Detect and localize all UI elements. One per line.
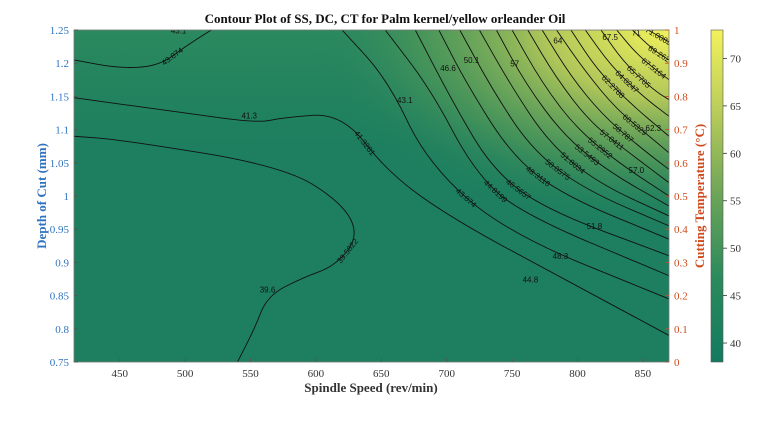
contour-annotation: 71	[632, 28, 641, 37]
right-tick-label: 0.4	[674, 224, 688, 236]
heat-overlay	[74, 30, 669, 362]
x-tick-label: 650	[373, 368, 390, 380]
contour-annotation: 41.3	[241, 111, 257, 120]
contour-annotation: 50.1	[464, 56, 480, 65]
y-tick-label: 1.2	[55, 58, 69, 70]
x-tick-label: 750	[504, 368, 521, 380]
contour-line	[438, 30, 669, 240]
colorbar-tick-label: 65	[730, 101, 742, 113]
colorbar-tick-label: 70	[730, 53, 742, 65]
right-tick-label: 1	[674, 25, 680, 37]
right-tick-label: 0	[674, 357, 680, 369]
contour-line	[74, 135, 355, 362]
colorbar-ticks: 40 45 50 55 60 65 70	[723, 53, 742, 350]
contour-annotation: 43.1	[171, 26, 187, 35]
y-tick-label: 0.95	[50, 224, 70, 236]
x-axis-label: Spindle Speed (rev/min)	[304, 380, 437, 395]
chart-title: Contour Plot of SS, DC, CT for Palm kern…	[205, 11, 566, 26]
y-tick-label: 0.85	[50, 291, 70, 303]
contour-annotation: 51.8	[587, 222, 603, 231]
contour-line	[414, 30, 669, 257]
contour-line	[632, 30, 669, 61]
y-tick-label: 1.15	[50, 91, 70, 103]
right-tick-label: 0.2	[674, 291, 688, 303]
y-tick-label: 0.75	[50, 357, 70, 369]
y-tick-label: 1.05	[50, 158, 70, 170]
contour-annotation: 39.6	[260, 285, 276, 294]
y-tick-label: 0.8	[55, 324, 69, 336]
colorbar-tick-label: 50	[730, 243, 742, 255]
contour-annotation: 48.3	[553, 252, 569, 261]
contour-line	[74, 30, 212, 68]
contour-line	[495, 30, 669, 207]
contour-line	[341, 30, 669, 300]
x-tick-label: 500	[177, 368, 194, 380]
colorbar-label: Cutting Temperature (°C)	[692, 124, 707, 268]
contour-line	[570, 30, 669, 137]
contour-annotation: 44.8	[523, 275, 539, 284]
colorbar-tick-label: 55	[730, 196, 742, 208]
contour-line	[556, 30, 669, 154]
contour-line	[600, 30, 669, 101]
x-tick-label: 700	[438, 368, 455, 380]
x-tick-label: 600	[308, 368, 325, 380]
right-tick-label: 0.6	[674, 158, 688, 170]
x-tick-label: 550	[242, 368, 259, 380]
contour-line	[616, 30, 669, 81]
y-tick-label: 1.25	[50, 25, 70, 37]
contour-annotation: 57.0	[629, 166, 645, 175]
right-tick-label: 0.8	[674, 91, 688, 103]
colorbar-tick-label: 40	[730, 338, 742, 350]
colorbar-tick-label: 60	[730, 148, 742, 160]
y-tick-label: 1	[64, 191, 70, 203]
x-axis-ticks: 450 500 550 600 650 700 750 800 850	[112, 358, 652, 380]
right-axis-ticks: 0 0.1 0.2 0.3 0.4 0.5 0.6 0.7 0.8 0.9 1	[665, 25, 688, 369]
colorbar	[710, 29, 724, 363]
colorbar-tick-label: 45	[730, 291, 742, 303]
contour-line	[384, 30, 669, 277]
contour-line	[584, 30, 669, 117]
contour-line	[478, 30, 669, 217]
contour-annotations: 43.1 41.3 43.1 46.6 50.1 57 64 67.5 71 62.3 57.0 51…	[171, 26, 662, 294]
contour-line	[511, 30, 669, 197]
contour-annotation: 62.3	[646, 124, 662, 133]
contour-line	[541, 30, 669, 170]
contour-line	[647, 30, 669, 43]
y-axis-ticks: 0.75 0.8 0.85 0.9 0.95 1 1.05 1.1 1.15 1.2 1.25	[50, 25, 78, 369]
right-tick-label: 0.9	[674, 58, 688, 70]
x-tick-label: 800	[569, 368, 586, 380]
y-tick-label: 0.9	[55, 257, 69, 269]
x-tick-label: 450	[112, 368, 129, 380]
contour-annotation: 57	[510, 60, 519, 69]
y-tick-label: 1.1	[55, 125, 69, 137]
contour-annotation: 64	[553, 36, 562, 45]
x-tick-label: 850	[635, 368, 652, 380]
contour-line	[74, 97, 669, 336]
contour-annotation: 67.5	[602, 33, 618, 42]
right-tick-label: 0.5	[674, 191, 688, 203]
right-tick-label: 0.1	[674, 324, 688, 336]
contour-annotation: 43.1	[397, 96, 413, 105]
contour-annotation: 46.6	[440, 64, 456, 73]
y-axis-label: Depth of Cut (mm)	[34, 143, 49, 249]
contour-line	[527, 30, 669, 184]
right-tick-label: 0.3	[674, 257, 688, 269]
contour-line	[459, 30, 669, 227]
right-tick-label: 0.7	[674, 125, 688, 137]
